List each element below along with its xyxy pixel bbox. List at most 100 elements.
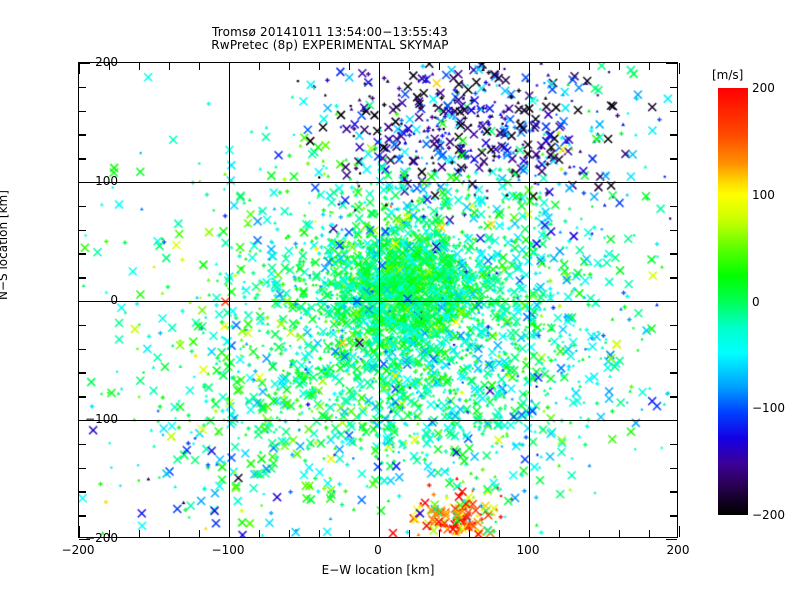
minor-tick (79, 491, 86, 493)
major-tick (529, 63, 531, 74)
minor-tick (439, 530, 441, 537)
minor-tick (289, 63, 291, 70)
minor-tick (619, 63, 621, 70)
minor-tick (670, 372, 677, 374)
y-tick-label: −200 (85, 531, 118, 545)
minor-tick (670, 110, 677, 112)
major-tick (79, 182, 90, 184)
minor-tick (559, 63, 561, 70)
minor-tick (670, 348, 677, 350)
minor-tick (79, 158, 86, 160)
minor-tick (79, 134, 86, 136)
major-tick (666, 301, 677, 303)
major-tick (79, 539, 90, 541)
major-tick (666, 63, 677, 65)
colorbar-tick-label: 0 (752, 294, 760, 309)
minor-tick (199, 530, 201, 537)
major-tick (379, 63, 381, 74)
minor-tick (79, 324, 86, 327)
minor-tick (139, 63, 141, 70)
x-axis-title: E−W location [km] (321, 563, 435, 577)
y-tick-label: −100 (85, 412, 118, 426)
x-tick-label: −100 (211, 543, 245, 557)
gridline-horizontal (79, 420, 677, 422)
y-tick-label: 200 (95, 55, 118, 69)
x-tick-label: 200 (666, 543, 690, 557)
minor-tick (670, 515, 677, 517)
gridline-horizontal (79, 301, 677, 303)
plot-area (78, 62, 681, 541)
minor-tick (670, 158, 677, 160)
colorbar-tick-label: −200 (752, 508, 785, 522)
colorbar-tick-label: −100 (752, 401, 785, 416)
colorbar-gradient (718, 88, 748, 515)
minor-tick (670, 134, 677, 136)
minor-tick (259, 63, 261, 70)
major-tick (666, 420, 677, 422)
major-tick (79, 63, 81, 74)
title-line-1: Tromsø 20141011 13:54:00−13:55:43 (211, 25, 448, 39)
gridline-vertical (379, 63, 381, 537)
major-tick (79, 526, 81, 537)
major-tick (79, 420, 90, 422)
minor-tick (79, 253, 86, 255)
minor-tick (109, 63, 111, 70)
minor-tick (109, 530, 111, 537)
major-tick (666, 539, 677, 541)
title-line-2: RwPretec (8p) EXPERIMENTAL SKYMAP (211, 38, 449, 52)
minor-tick (139, 530, 141, 537)
minor-tick (79, 396, 86, 398)
minor-tick (670, 205, 677, 208)
minor-tick (349, 63, 351, 70)
minor-tick (79, 86, 86, 89)
minor-tick (289, 530, 291, 537)
minor-tick (559, 530, 561, 537)
minor-tick (670, 443, 677, 446)
minor-tick (670, 324, 677, 327)
minor-tick (349, 530, 351, 537)
minor-tick (499, 530, 501, 537)
y-tick-label: 0 (110, 293, 118, 307)
minor-tick (670, 491, 677, 493)
minor-tick (670, 229, 677, 231)
major-tick (79, 301, 90, 303)
minor-tick (259, 530, 261, 537)
y-tick-label: 100 (95, 174, 118, 188)
minor-tick (79, 110, 86, 112)
minor-tick (670, 467, 677, 469)
major-tick (229, 63, 231, 74)
major-tick (666, 182, 677, 184)
minor-tick (670, 86, 677, 89)
gridline-horizontal (79, 182, 677, 184)
major-tick (529, 526, 531, 537)
colorbar-tick-label: 100 (752, 187, 775, 202)
minor-tick (409, 530, 411, 537)
minor-tick (79, 372, 86, 374)
minor-tick (589, 530, 591, 537)
colorbar (718, 88, 748, 515)
x-tick-label: 0 (374, 543, 382, 557)
minor-tick (589, 63, 591, 70)
minor-tick (670, 253, 677, 255)
scatter-canvas (79, 63, 677, 537)
minor-tick (79, 348, 86, 350)
major-tick (229, 526, 231, 537)
minor-tick (439, 63, 441, 70)
minor-tick (499, 63, 501, 70)
minor-tick (319, 63, 321, 70)
major-tick (79, 63, 90, 65)
colorbar-tick-label: 200 (752, 81, 775, 95)
major-tick (679, 526, 681, 537)
minor-tick (670, 277, 677, 279)
major-tick (379, 526, 381, 537)
minor-tick (409, 63, 411, 70)
minor-tick (79, 467, 86, 469)
minor-tick (469, 530, 471, 537)
x-tick-label: −200 (61, 543, 95, 557)
minor-tick (79, 229, 86, 231)
minor-tick (649, 63, 651, 70)
minor-tick (670, 396, 677, 398)
minor-tick (319, 530, 321, 537)
x-tick-label: 100 (516, 543, 540, 557)
minor-tick (619, 530, 621, 537)
